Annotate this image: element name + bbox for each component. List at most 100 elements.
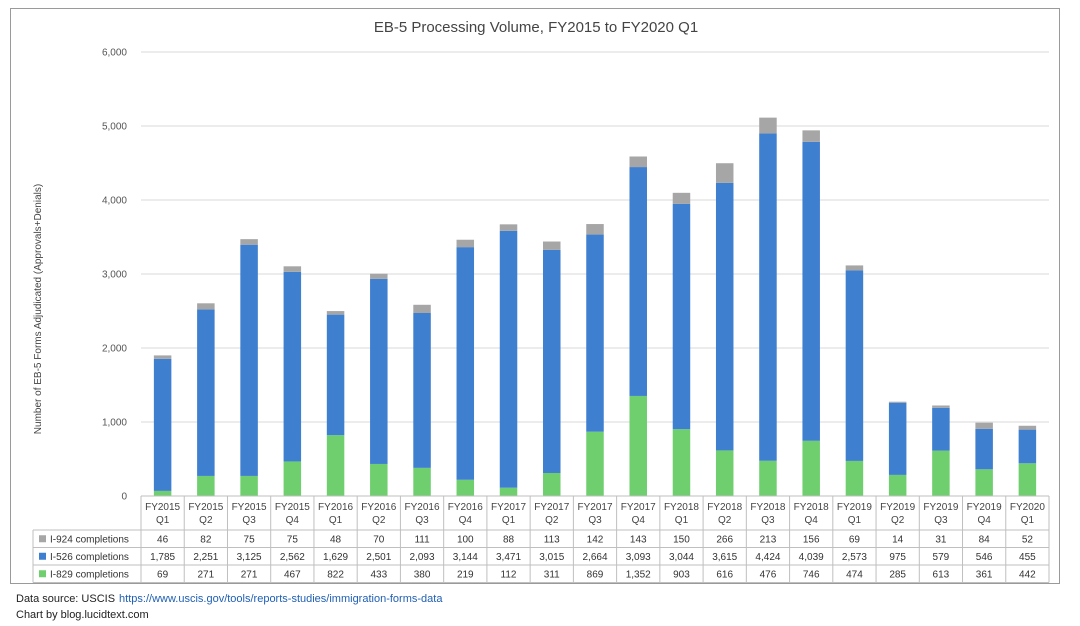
bar-i-924-completions xyxy=(975,422,993,429)
bar-i-526-completions xyxy=(499,230,518,488)
data-label: 467 xyxy=(284,569,301,580)
x-category-label: Q2 xyxy=(199,515,213,526)
footer-source: Data source: USCIS https://www.uscis.gov/… xyxy=(16,593,442,605)
legend-key xyxy=(39,570,46,578)
legend-key xyxy=(39,552,46,560)
data-label: 70 xyxy=(373,534,385,545)
data-label: 579 xyxy=(933,552,950,563)
data-label: 143 xyxy=(630,534,647,545)
data-label: 88 xyxy=(503,534,515,545)
x-category-label: FY2018 xyxy=(707,502,742,513)
y-tick-label: 5,000 xyxy=(102,122,127,133)
bar-i-526-completions xyxy=(715,182,734,451)
data-label: 3,471 xyxy=(496,552,521,563)
x-category-label: FY2018 xyxy=(794,502,829,513)
bar-i-526-completions xyxy=(629,167,647,396)
x-category-label: Q1 xyxy=(848,515,862,526)
x-category-label: Q3 xyxy=(415,515,429,526)
bar-i-924-completions xyxy=(845,265,864,271)
data-label: 975 xyxy=(889,552,906,563)
data-label: 455 xyxy=(1019,552,1036,563)
data-label: 746 xyxy=(803,569,820,580)
data-label: 476 xyxy=(760,569,777,580)
x-category-label: Q2 xyxy=(545,515,559,526)
x-category-label: Q1 xyxy=(675,515,689,526)
x-category-label: Q1 xyxy=(329,515,343,526)
x-category-label: Q3 xyxy=(934,515,948,526)
bar-i-924-completions xyxy=(629,156,647,168)
bar-i-526-completions xyxy=(153,358,172,491)
data-label: 3,615 xyxy=(712,552,737,563)
data-label: 2,664 xyxy=(582,552,607,563)
y-tick-label: 3,000 xyxy=(102,270,127,281)
data-label: 156 xyxy=(803,534,820,545)
x-category-label: FY2016 xyxy=(405,502,440,513)
bar-i-526-completions xyxy=(370,278,388,464)
x-category-label: FY2017 xyxy=(577,502,612,513)
y-tick-label: 0 xyxy=(121,492,127,503)
data-label: 1,629 xyxy=(323,552,348,563)
data-label: 3,125 xyxy=(237,552,262,563)
bar-i-829-completions xyxy=(197,475,215,496)
data-label: 903 xyxy=(673,569,690,580)
x-category-label: Q1 xyxy=(156,515,170,526)
data-label: 219 xyxy=(457,569,474,580)
x-category-label: FY2019 xyxy=(880,502,915,513)
bar-i-526-completions xyxy=(802,141,820,441)
bar-i-526-completions xyxy=(975,428,993,470)
bar-i-829-completions xyxy=(759,460,777,496)
bar-i-526-completions xyxy=(586,234,604,432)
x-category-label: FY2017 xyxy=(534,502,569,513)
x-category-label: Q1 xyxy=(1021,515,1035,526)
data-label: 433 xyxy=(370,569,387,580)
x-category-label: FY2015 xyxy=(232,502,267,513)
bar-i-924-completions xyxy=(283,266,302,272)
bar-i-924-completions xyxy=(413,304,431,313)
bar-i-829-completions xyxy=(153,490,172,496)
data-label: 361 xyxy=(976,569,993,580)
bar-i-924-completions xyxy=(370,273,388,279)
data-label: 4,424 xyxy=(755,552,780,563)
legend-key xyxy=(39,535,46,543)
bar-i-829-completions xyxy=(499,487,518,496)
x-category-label: Q4 xyxy=(805,515,819,526)
data-label: 82 xyxy=(200,534,212,545)
bar-i-924-completions xyxy=(1018,425,1037,430)
data-label: 31 xyxy=(935,534,947,545)
data-label: 285 xyxy=(889,569,906,580)
y-tick-label: 6,000 xyxy=(102,48,127,59)
data-label: 48 xyxy=(330,534,342,545)
data-label: 613 xyxy=(933,569,950,580)
legend-label: I-924 completions xyxy=(50,534,129,545)
source-label: Data source: USCIS xyxy=(16,593,116,605)
bar-i-526-completions xyxy=(283,271,302,462)
chart-title: EB-5 Processing Volume, FY2015 to FY2020… xyxy=(373,19,699,36)
data-label: 142 xyxy=(587,534,604,545)
bar-i-924-completions xyxy=(197,303,215,310)
bar-i-829-completions xyxy=(888,474,907,496)
legend-label: I-829 completions xyxy=(50,569,129,580)
data-label: 112 xyxy=(501,569,517,580)
x-category-label: FY2016 xyxy=(318,502,353,513)
data-label: 442 xyxy=(1019,569,1036,580)
bar-i-924-completions xyxy=(759,117,777,134)
x-category-label: Q4 xyxy=(977,515,991,526)
bar-i-924-completions xyxy=(932,405,950,408)
bar-i-829-completions xyxy=(932,450,950,496)
bar-i-829-completions xyxy=(802,440,820,496)
bar-i-829-completions xyxy=(543,472,561,496)
data-label: 266 xyxy=(716,534,733,545)
data-label: 3,044 xyxy=(669,552,694,563)
data-label: 100 xyxy=(457,534,474,545)
bar-i-924-completions xyxy=(456,239,475,248)
x-category-label: FY2015 xyxy=(188,502,223,513)
x-category-label: FY2019 xyxy=(837,502,872,513)
x-category-label: FY2015 xyxy=(275,502,310,513)
bar-i-526-completions xyxy=(456,247,475,480)
bar-i-526-completions xyxy=(845,270,864,461)
x-category-label: FY2018 xyxy=(750,502,785,513)
bar-i-924-completions xyxy=(888,401,907,403)
bar-i-526-completions xyxy=(888,402,907,475)
source-link[interactable]: https://www.uscis.gov/tools/reports-stud… xyxy=(119,593,443,605)
footer-credit: Chart by blog.lucidtext.com xyxy=(16,609,149,621)
